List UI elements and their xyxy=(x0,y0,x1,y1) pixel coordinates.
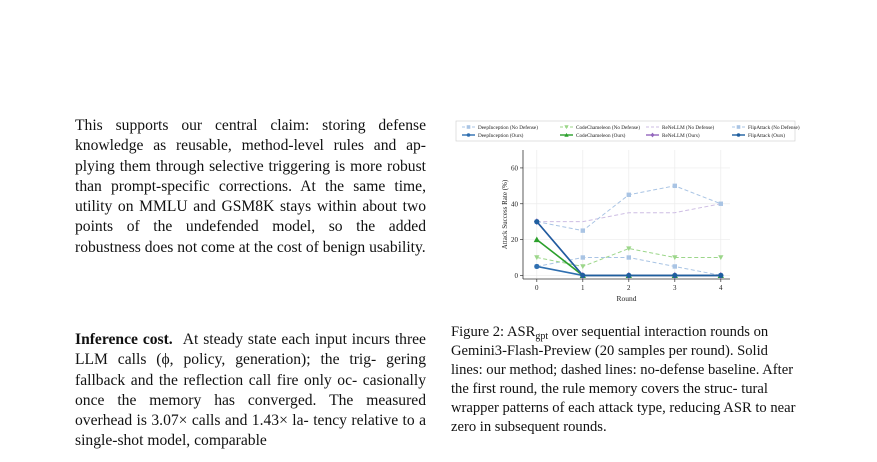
legend-label-codechameleon-no-defense: CodeChameleon (No Defense) xyxy=(576,124,640,131)
run-in-heading: Inference cost. xyxy=(75,331,173,348)
data-point-flipattack-ours xyxy=(718,272,724,279)
legend-marker-deepinception-ours xyxy=(466,133,471,137)
figure-asr-chart: 0 20 40 60 0 1 2 3 4 Round Attack Success Rate (%)… xyxy=(455,120,800,303)
legend-label-flipattack-ours: FlipAttack (Ours) xyxy=(748,132,785,139)
y-tick-label: 0 xyxy=(515,272,519,280)
legend-label-deepinception-no-defense: DeepInception (No Defense) xyxy=(478,124,538,131)
legend-label-renellm-ours: ReNeLLM (Ours) xyxy=(662,132,700,139)
y-tick-label: 20 xyxy=(511,236,519,244)
caption-asr: ASR xyxy=(506,324,536,340)
x-tick-label: 3 xyxy=(673,284,677,292)
data-point-flipattack-no-defense xyxy=(672,183,677,189)
paragraph-1-line: same time, utility on MMLU and GSM8K sta… xyxy=(75,177,426,216)
caption-line: Gemini3-Flash-Preview (20 samples per ro… xyxy=(451,343,768,359)
legend-label-renellm-no-defense: ReNeLLM (No Defense) xyxy=(662,124,714,131)
legend-label-codechameleon-ours: CodeChameleon (Ours) xyxy=(576,132,626,139)
figure-caption: Figure 2: ASRgpt over sequential interac… xyxy=(451,323,803,437)
data-point-codechameleon-no-defense xyxy=(672,255,678,261)
data-point-flipattack-no-defense xyxy=(626,192,631,197)
legend-marker-flipattack-no-defense xyxy=(736,125,741,129)
y-axis-label: Attack Success Rate (%) xyxy=(501,179,509,249)
x-axis-label: Round xyxy=(616,294,636,303)
legend-box xyxy=(455,120,796,142)
paragraph-1-line: knowledge as reusable, method-level rule… xyxy=(75,137,426,155)
x-tick-label: 1 xyxy=(581,284,585,292)
data-point-flipattack-ours xyxy=(626,272,632,279)
x-tick-label: 4 xyxy=(719,284,723,292)
legend-marker-flipattack-ours xyxy=(736,133,741,137)
paragraph-2-line: casionally once the memory has converged… xyxy=(75,371,426,409)
caption-line: to near zero in subsequent rounds. xyxy=(451,400,796,435)
data-point-deepinception-no-defense xyxy=(580,255,585,260)
data-point-codechameleon-no-defense xyxy=(534,255,540,261)
data-point-deepinception-ours xyxy=(534,263,540,270)
paragraph-1-line: within about two points of the undefende… xyxy=(75,198,427,236)
paragraph-robustness: This supports our central claim: storing… xyxy=(75,116,426,258)
caption-label: Figure 2: xyxy=(451,324,505,340)
data-point-deepinception-no-defense xyxy=(626,255,631,260)
data-point-flipattack-no-defense xyxy=(718,201,723,206)
paragraph-1-line: so the added robustness does not come at… xyxy=(75,218,427,256)
data-point-flipattack-ours xyxy=(534,219,540,225)
data-point-deepinception-no-defense xyxy=(672,264,677,269)
paragraph-1-line: This supports our central claim: storing… xyxy=(75,117,426,134)
caption-line: After the first round, the rule memory c… xyxy=(451,362,794,397)
data-point-codechameleon-ours xyxy=(533,236,540,243)
data-point-flipattack-no-defense xyxy=(580,228,585,233)
paragraph-2-line: gering fallback and the reflection call … xyxy=(75,351,426,389)
legend-label-deepinception-ours: DeepInception (Ours) xyxy=(478,132,524,139)
y-tick-label: 40 xyxy=(511,200,519,208)
paragraph-2-line: At steady state each input incurs xyxy=(182,331,390,348)
data-point-codechameleon-no-defense xyxy=(626,246,632,252)
data-point-flipattack-ours xyxy=(672,272,678,279)
caption-line: tural wrapper patterns of each attack ty… xyxy=(451,381,768,416)
legend-marker-renellm-ours xyxy=(650,132,655,138)
paragraph-2-line: three LLM calls (ϕ, policy, generation);… xyxy=(75,331,426,369)
caption-line: over sequential interaction rounds on xyxy=(551,324,769,340)
legend-label-flipattack-no-defense: FlipAttack (No Defense) xyxy=(748,124,800,131)
paragraph-inference-cost: Inference cost. At steady state each inpu… xyxy=(75,330,426,452)
legend-marker-deepinception-no-defense xyxy=(466,125,471,129)
legend-marker-codechameleon-no-defense xyxy=(564,125,569,130)
series-line-codechameleon-no-defense xyxy=(536,248,721,267)
paragraph-2-line: tency relative to a single-shot model, c… xyxy=(75,412,427,450)
caption-line: lines: our method; dashed lines: no-defe… xyxy=(451,362,760,378)
paragraph-2-line: measured overhead is 3.07× calls and 1.4… xyxy=(75,391,426,430)
series-line-renellm-no-defense xyxy=(536,203,721,223)
x-tick-label: 2 xyxy=(627,284,631,292)
caption-body: over sequential interaction rounds on Ge… xyxy=(451,324,795,435)
paragraph-1-line: plying them through selective triggering… xyxy=(75,157,383,175)
data-point-codechameleon-no-defense xyxy=(580,264,586,270)
paragraph-1-line: of benign usability. xyxy=(305,238,426,256)
y-tick-label: 60 xyxy=(511,164,519,172)
legend-marker-codechameleon-ours xyxy=(564,132,569,137)
caption-asr-subscript: gpt xyxy=(535,331,549,342)
data-point-flipattack-ours xyxy=(580,272,586,279)
data-point-codechameleon-no-defense xyxy=(718,255,724,261)
x-tick-label: 0 xyxy=(535,284,539,292)
paragraph-1-line: robust than prompt-specific corrections.… xyxy=(75,157,426,195)
